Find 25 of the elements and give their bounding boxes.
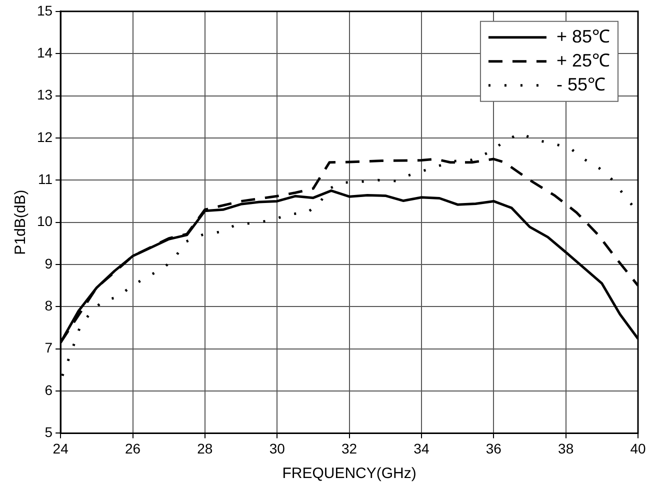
y-tick-label: 8 [44,298,53,314]
x-tick-label: 36 [486,440,502,456]
legend-label: - 55℃ [556,74,606,94]
x-axis-title: FREQUENCY(GHz) [282,465,416,482]
x-tick-label: 38 [558,440,574,456]
x-tick-label: 24 [52,440,69,456]
y-tick-label: 11 [38,170,53,187]
y-axis-title: P1dB(dB) [12,190,30,255]
y-tick-label: 5 [44,424,53,440]
y-tick-label: 15 [36,2,53,18]
y-tick-label: 14 [36,44,53,60]
legend-label: + 85℃ [556,26,610,46]
y-tick-label: 6 [44,382,53,398]
y-tick-label: 10 [36,213,53,230]
x-tick-label: 30 [269,440,286,456]
y-tick-label: 12 [36,128,53,145]
y-tick-label: 9 [44,255,53,272]
x-tick-label: 26 [124,440,141,456]
x-tick-label: 40 [630,440,646,456]
x-tick-label: 28 [197,440,213,456]
y-tick-label: 13 [36,86,53,103]
y-tick-label: 7 [44,340,53,356]
legend-label: + 25℃ [556,50,610,70]
x-tick-label: 32 [341,440,358,456]
x-tick-label: 34 [414,440,430,456]
